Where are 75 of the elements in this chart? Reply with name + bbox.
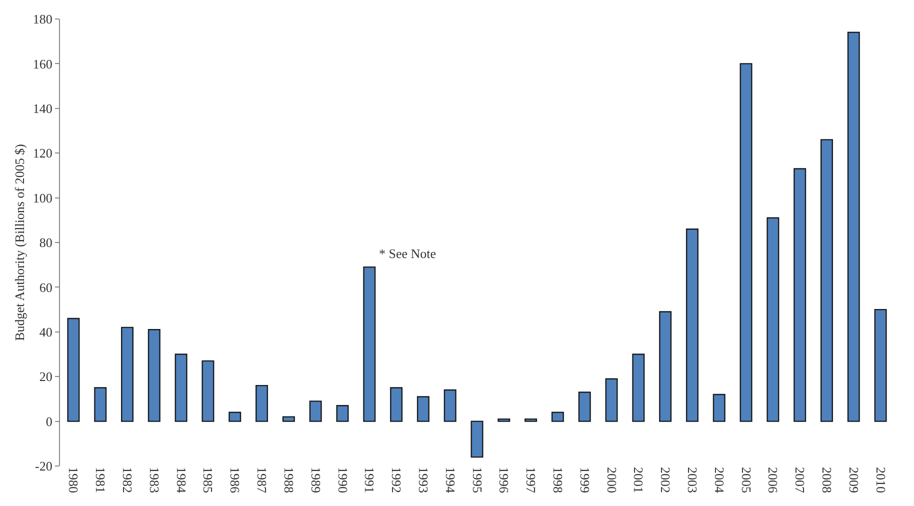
x-tick-label: 1986 bbox=[228, 467, 243, 494]
x-tick-label: 2009 bbox=[846, 467, 862, 493]
bar bbox=[551, 412, 564, 422]
bar bbox=[686, 228, 698, 422]
x-tick-label: 2004 bbox=[712, 467, 727, 494]
bar bbox=[256, 384, 268, 422]
bar bbox=[390, 387, 403, 422]
x-tick-label: 2006 bbox=[766, 467, 781, 494]
bar bbox=[820, 139, 833, 422]
x-tick-label: 1984 bbox=[174, 467, 189, 494]
x-tick-label: 1997 bbox=[524, 467, 539, 494]
bar bbox=[605, 378, 618, 422]
x-tick-label: 2001 bbox=[631, 467, 646, 493]
bar bbox=[363, 266, 376, 422]
x-tick-label: 1985 bbox=[200, 467, 216, 493]
bar bbox=[659, 311, 672, 422]
x-tick-label: 1998 bbox=[550, 467, 566, 493]
bar bbox=[794, 168, 806, 422]
x-tick-label: 1994 bbox=[442, 467, 458, 494]
bar bbox=[174, 354, 188, 422]
bar bbox=[121, 326, 134, 422]
y-tick-label: 60 bbox=[39, 280, 52, 295]
y-tick-label: 120 bbox=[32, 146, 52, 161]
x-tick-label: 2002 bbox=[658, 467, 674, 493]
bar bbox=[148, 329, 160, 422]
x-tick-label: 2007 bbox=[792, 467, 808, 494]
y-tick-label: 100 bbox=[32, 190, 52, 206]
x-tick-label: 1990 bbox=[335, 467, 350, 493]
x-tick-label: 1992 bbox=[389, 467, 404, 493]
bar bbox=[524, 418, 538, 422]
x-tick-label: 1981 bbox=[93, 467, 108, 493]
y-tick-label: 160 bbox=[32, 56, 52, 72]
bar bbox=[766, 217, 780, 422]
bar bbox=[498, 418, 510, 422]
bar bbox=[336, 405, 349, 422]
annotation: * See Note bbox=[379, 246, 436, 261]
x-tick-label: 2010 bbox=[873, 467, 888, 493]
bar bbox=[740, 63, 752, 422]
y-tick-label: -20 bbox=[35, 458, 52, 474]
bar bbox=[228, 412, 242, 422]
y-tick-label: 80 bbox=[39, 235, 52, 250]
x-tick-label: 1980 bbox=[66, 467, 82, 493]
x-tick-label: 1993 bbox=[416, 467, 431, 493]
x-tick-label: 1995 bbox=[470, 467, 485, 493]
bar bbox=[282, 416, 295, 422]
bar bbox=[712, 394, 726, 422]
x-tick-label: 2003 bbox=[685, 467, 700, 493]
y-tick-label: 0 bbox=[46, 414, 52, 429]
bar bbox=[470, 420, 484, 458]
y-axis-title: Budget Authority (Billions of 2005 $) bbox=[12, 144, 27, 341]
bar bbox=[202, 360, 214, 422]
bar bbox=[444, 389, 456, 422]
bar bbox=[309, 400, 322, 422]
x-tick-label: 1989 bbox=[308, 467, 324, 493]
bar bbox=[847, 32, 860, 422]
bar bbox=[94, 387, 107, 422]
y-tick-label: 140 bbox=[32, 100, 52, 116]
y-tick-label: 20 bbox=[39, 369, 52, 384]
bar bbox=[874, 308, 887, 422]
bar bbox=[578, 392, 591, 422]
y-tick-label: 40 bbox=[39, 324, 52, 340]
x-tick-label: 1991 bbox=[362, 467, 378, 493]
x-tick-label: 1996 bbox=[496, 467, 512, 494]
x-tick-label: 1987 bbox=[254, 467, 270, 494]
bar bbox=[632, 354, 645, 422]
bar bbox=[416, 396, 430, 422]
bar bbox=[67, 318, 80, 422]
x-tick-label: 2000 bbox=[604, 467, 620, 493]
x-tick-label: 1983 bbox=[146, 467, 162, 493]
y-tick-label: 180 bbox=[32, 12, 52, 27]
x-tick-label: 1988 bbox=[281, 467, 296, 493]
x-tick-label: 1982 bbox=[120, 467, 136, 493]
x-tick-label: 2008 bbox=[820, 467, 835, 493]
x-tick-label: 2005 bbox=[738, 467, 754, 493]
x-tick-label: 1999 bbox=[577, 467, 592, 493]
